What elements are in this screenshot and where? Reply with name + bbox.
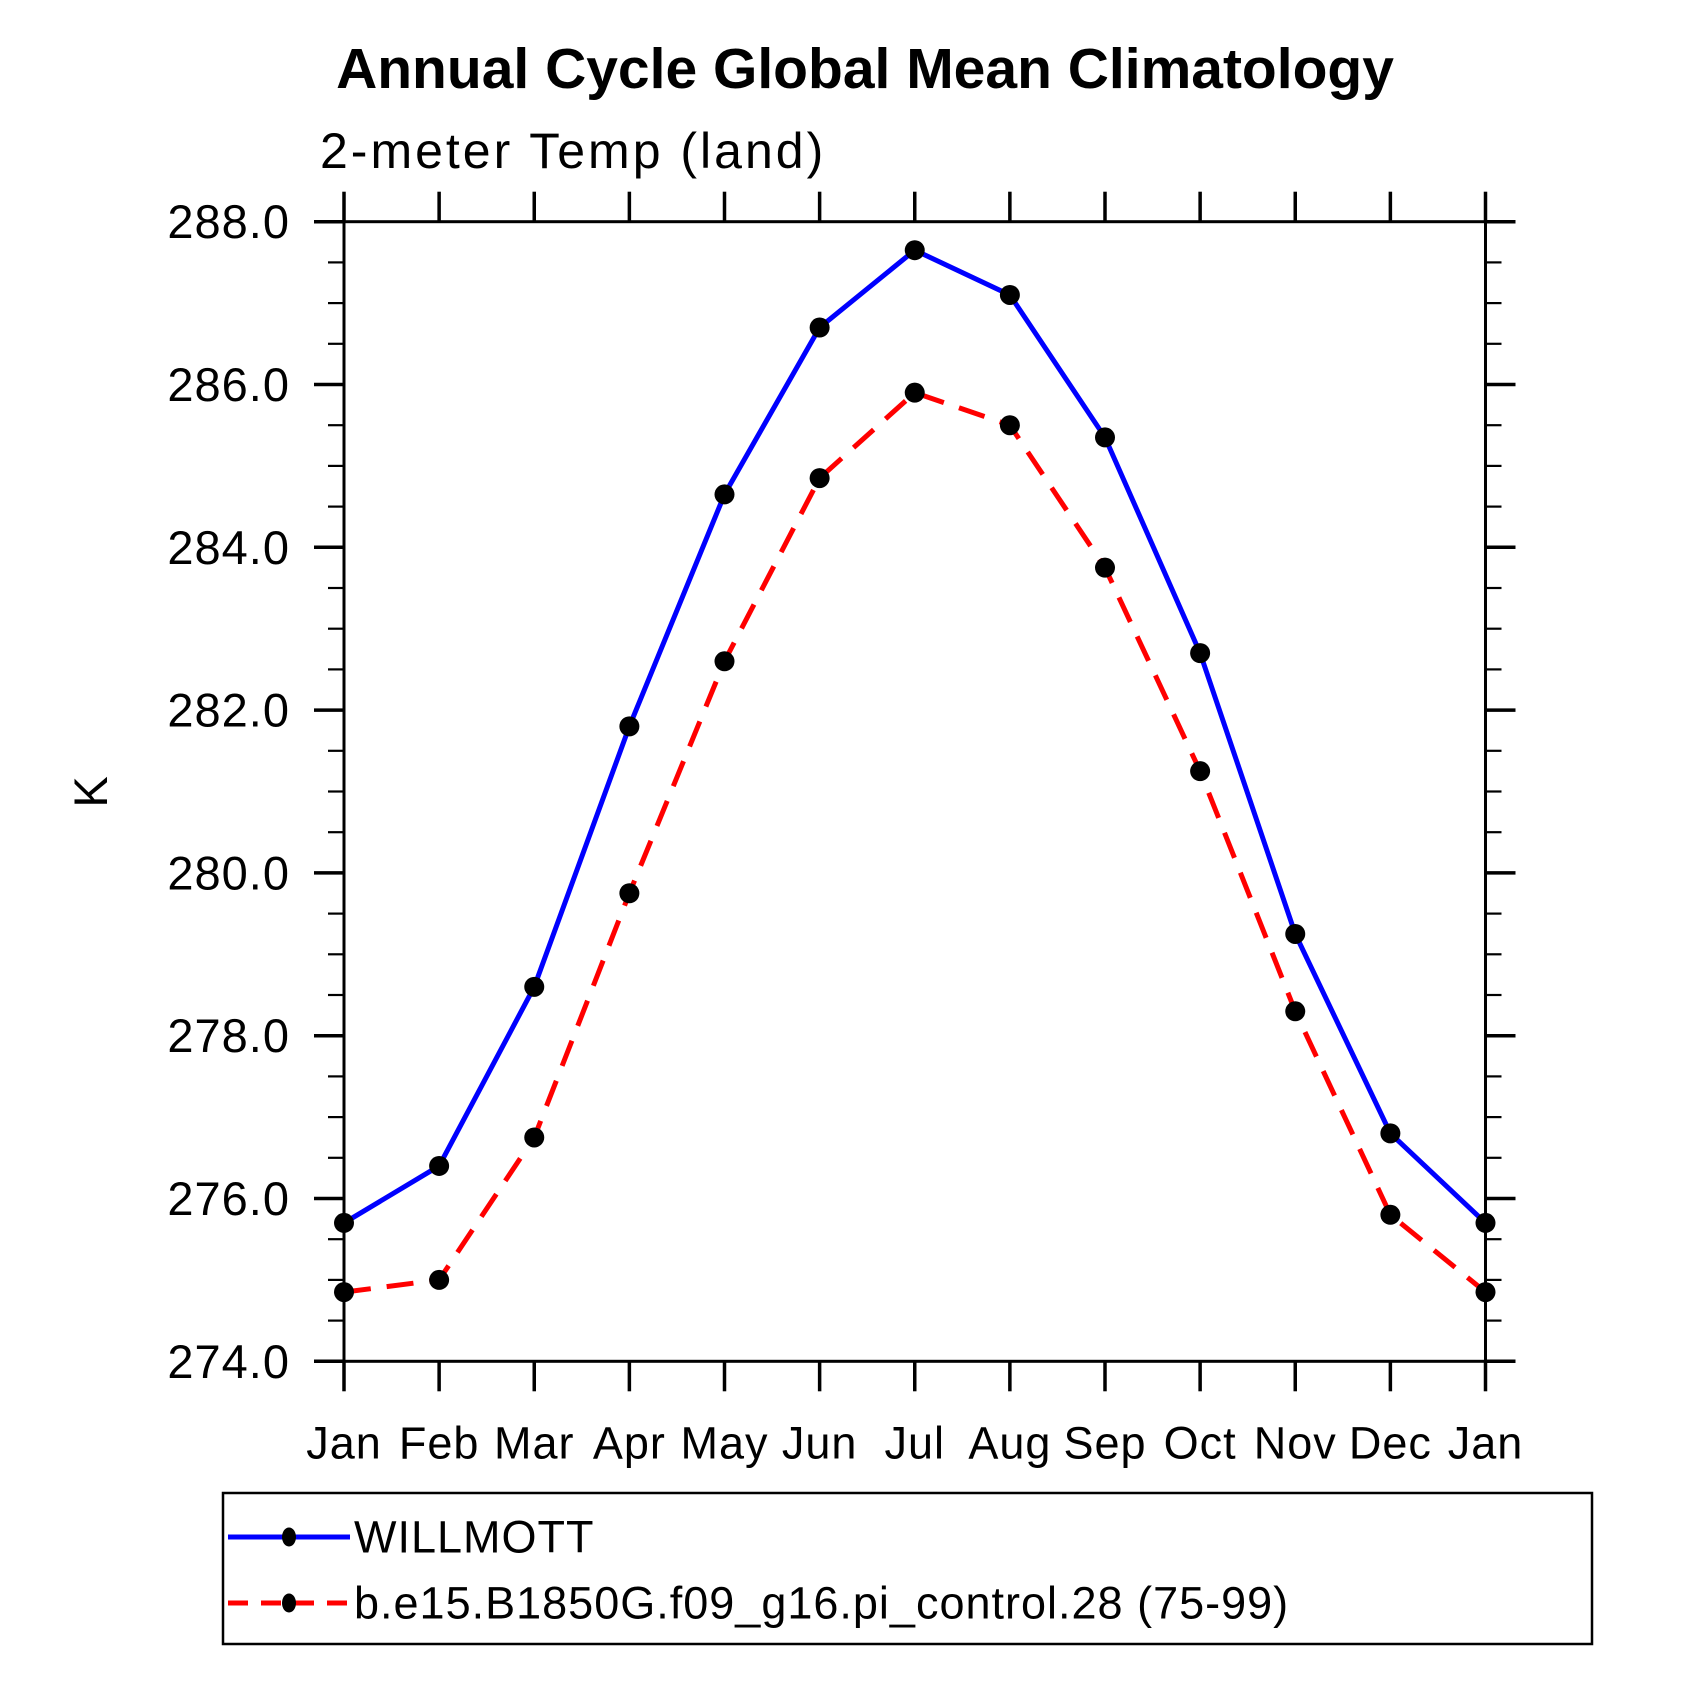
x-axis-ticks <box>342 191 1488 1392</box>
x-tick-label: May <box>680 1418 768 1469</box>
y-axis-ticks <box>314 219 1516 1364</box>
y-tick-label: 280.0 <box>167 846 290 899</box>
legend-label: b.e15.B1850G.f09_g16.pi_control.28 (75-9… <box>354 1578 1289 1629</box>
y-tick-label: 274.0 <box>167 1335 290 1388</box>
chart-subtitle: 2-meter Temp (land) <box>320 123 826 179</box>
y-tick-label: 284.0 <box>167 521 290 574</box>
plot-frame <box>342 220 1487 1363</box>
data-point-marker <box>334 1282 354 1303</box>
data-point-marker <box>619 883 640 904</box>
data-point-marker <box>1380 1204 1401 1225</box>
data-point-marker <box>1095 557 1115 578</box>
data-point-marker <box>1190 761 1211 782</box>
legend-marker <box>282 1593 296 1613</box>
data-point-marker <box>714 651 735 672</box>
series-line-b-e15-b1850g-f09-g16-pi-control-28-75-99 <box>343 389 1488 1295</box>
x-tick-label: Jun <box>782 1418 858 1469</box>
y-tick-label: 282.0 <box>167 684 290 737</box>
legend-marker <box>282 1527 296 1547</box>
data-point-marker <box>429 1155 450 1176</box>
y-axis-tick-labels: 274.0 276.0 278.0 280.0 282.0 284.0 286.0 288.0 <box>167 195 290 1388</box>
y-tick-label: 288.0 <box>167 195 290 248</box>
data-point-marker <box>714 484 735 505</box>
data-point-marker <box>809 317 830 338</box>
series-b-e15-b1850g-f09-g16-pi-control-28-75-99 <box>334 382 1496 1303</box>
data-point-marker <box>524 976 545 997</box>
series-willmott <box>334 240 1496 1233</box>
data-point-marker <box>1095 427 1115 448</box>
x-tick-label: Jul <box>884 1418 945 1469</box>
data-point-marker <box>429 1269 450 1290</box>
x-tick-label: Oct <box>1164 1418 1237 1469</box>
data-point-marker <box>1475 1212 1496 1233</box>
data-point-marker <box>809 468 830 489</box>
data-point-marker <box>619 716 640 737</box>
legend: WILLMOTT b.e15.B1850G.f09_g16.pi_control.… <box>221 1491 1594 1646</box>
legend-box <box>221 1491 1594 1646</box>
x-tick-label: Sep <box>1063 1418 1146 1469</box>
x-tick-label: Mar <box>494 1418 575 1469</box>
data-point-marker <box>1380 1123 1401 1144</box>
data-point-marker <box>1285 923 1306 944</box>
data-point-marker <box>524 1127 545 1148</box>
data-point-marker <box>999 415 1020 436</box>
chart-title: Annual Cycle Global Mean Climatology <box>336 37 1394 101</box>
data-point-marker <box>1285 1001 1306 1022</box>
data-point-marker <box>1475 1282 1496 1303</box>
chart-generated-content: 274.0 276.0 278.0 280.0 282.0 284.0 286.0 288.0… <box>167 191 1594 1646</box>
x-tick-label: Apr <box>593 1418 666 1469</box>
data-point-marker <box>1190 643 1211 664</box>
data-point-marker <box>904 240 925 261</box>
y-tick-label: 286.0 <box>167 358 290 411</box>
y-tick-label: 278.0 <box>167 1009 290 1062</box>
legend-label: WILLMOTT <box>354 1512 595 1563</box>
y-tick-label: 276.0 <box>167 1172 290 1225</box>
data-point-marker <box>334 1212 354 1233</box>
data-point-marker <box>904 382 925 403</box>
x-tick-label: Feb <box>399 1418 480 1469</box>
legend-entry: WILLMOTT <box>228 1512 595 1563</box>
x-tick-label: Nov <box>1254 1418 1337 1469</box>
data-point-marker <box>999 284 1020 305</box>
x-tick-label: Jan <box>1448 1418 1524 1469</box>
x-tick-label: Aug <box>968 1418 1051 1469</box>
x-tick-label: Dec <box>1349 1418 1432 1469</box>
x-tick-label: Jan <box>306 1418 382 1469</box>
x-axis-tick-labels: Jan Feb Mar Apr May Jun Jul Aug Sep Oct Nov Dec Jan <box>306 1418 1524 1469</box>
legend-entry: b.e15.B1850G.f09_g16.pi_control.28 (75-9… <box>228 1578 1289 1629</box>
y-axis-unit-label: K <box>64 774 117 807</box>
